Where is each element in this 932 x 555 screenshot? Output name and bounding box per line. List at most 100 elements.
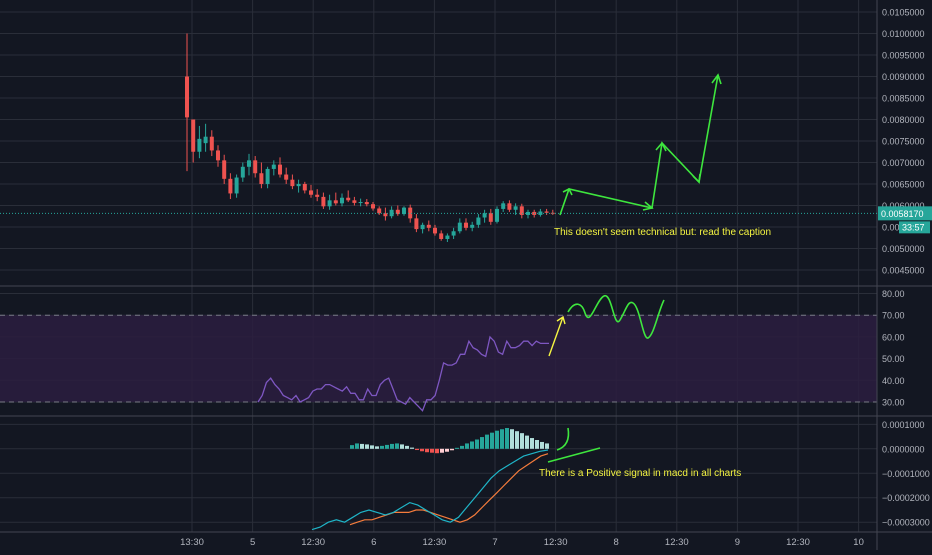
candle-body[interactable] [240,166,245,178]
y-tick-label: 0.0060000 [882,201,925,211]
candle-body[interactable] [302,183,307,191]
candle-body[interactable] [216,150,220,161]
macd-signal-line[interactable] [349,453,549,526]
macd-histogram-bar [370,445,374,449]
candle-body[interactable] [234,177,239,194]
arrowhead-3 [655,141,667,152]
candle-body[interactable] [513,206,518,210]
candle-body[interactable] [457,222,462,232]
y-tick-label: 40.00 [882,376,905,386]
candle-body[interactable] [495,208,499,222]
candle-body[interactable] [191,119,196,152]
macd-series [311,428,549,531]
candle-body[interactable] [377,208,382,214]
candle-body[interactable] [253,160,258,174]
macd-histogram-bar [470,441,474,449]
candle-body[interactable] [501,203,506,209]
y-tick-label: 60.00 [882,332,905,342]
macd-histogram-bar [495,430,499,449]
candle-body[interactable] [197,138,202,152]
macd-histogram-bar [415,448,419,451]
macd-histogram-bar [475,439,479,449]
candle-body[interactable] [519,206,524,215]
bar-countdown-label: 33:57 [902,222,925,232]
candle-body[interactable] [309,190,313,195]
candle-body[interactable] [315,194,320,197]
macd-histogram-bar [490,432,494,449]
candle-body[interactable] [426,224,431,228]
rsi-forecast-wave[interactable] [567,295,665,339]
candle-body[interactable] [364,202,369,205]
y-tick-label: 0.0045000 [882,265,925,275]
candle-body[interactable] [507,203,512,210]
candle-body[interactable] [383,213,388,217]
candle-body[interactable] [389,209,394,217]
candle-body[interactable] [265,168,270,184]
candle-body[interactable] [228,178,233,194]
y-tick-label: 0.0000000 [882,444,925,454]
x-tick-label: 10 [853,537,864,548]
candle-body[interactable] [321,196,326,207]
y-tick-label: −0.0003000 [882,518,930,528]
candle-body[interactable] [408,207,413,219]
candle-body[interactable] [470,224,475,228]
candle-body[interactable] [395,209,400,215]
candle-body[interactable] [464,222,468,228]
macd-histogram-bar [540,441,544,449]
macd-line[interactable] [311,449,549,531]
candle-body[interactable] [414,218,419,230]
macd-histogram-bar [450,448,454,451]
candle-body[interactable] [352,200,357,203]
candle-body[interactable] [420,224,425,230]
candlestick-series[interactable] [185,33,555,243]
macd-forecast-curve[interactable] [556,427,570,451]
candle-body[interactable] [333,200,338,204]
candle-body[interactable] [203,136,208,144]
macd-histogram-bar [360,443,364,449]
user-drawings[interactable] [547,73,722,463]
forecast-arrow-path[interactable] [559,74,719,216]
candle-body[interactable] [278,164,282,175]
candle-body[interactable] [222,160,227,179]
candle-body[interactable] [247,160,251,167]
y-tick-label: 70.00 [882,311,905,321]
y-tick-label: 0.0085000 [882,94,925,104]
x-tick-label: 12:30 [301,537,325,548]
rsi-line[interactable] [257,335,549,412]
candle-body[interactable] [327,200,332,207]
candle-body[interactable] [259,173,264,184]
candle-body[interactable] [371,204,375,209]
macd-histogram-bar [500,429,504,449]
candle-body[interactable] [433,227,437,234]
candle-body[interactable] [340,197,344,204]
candle-body[interactable] [451,231,456,236]
macd-histogram-bar [430,448,434,453]
macd-histogram-bar [460,445,464,449]
candle-body[interactable] [445,235,450,240]
candle-body[interactable] [402,207,406,215]
macd-forecast-line[interactable] [547,447,601,463]
candle-body[interactable] [290,179,295,187]
candle-body[interactable] [271,164,276,169]
x-tick-label: 12:30 [544,537,568,548]
candle-body[interactable] [544,211,549,213]
y-tick-label: 0.0001000 [882,420,925,430]
macd-histogram-bar [350,445,354,449]
macd-histogram-bar [380,445,384,449]
candle-body[interactable] [358,202,363,204]
candle-body[interactable] [439,233,444,240]
rsi-yellow-arrow[interactable] [548,316,564,357]
y-tick-label: 50.00 [882,354,905,364]
candle-body[interactable] [346,197,351,201]
candle-body[interactable] [488,213,493,222]
candle-body[interactable] [209,136,214,151]
candle-body[interactable] [284,174,289,180]
candle-body[interactable] [482,213,487,218]
macd-histogram-bar [545,443,549,449]
candle-body[interactable] [476,217,481,225]
candle-body[interactable] [296,183,301,187]
candle-body[interactable] [185,76,189,118]
macd-histogram-bar [425,448,429,453]
